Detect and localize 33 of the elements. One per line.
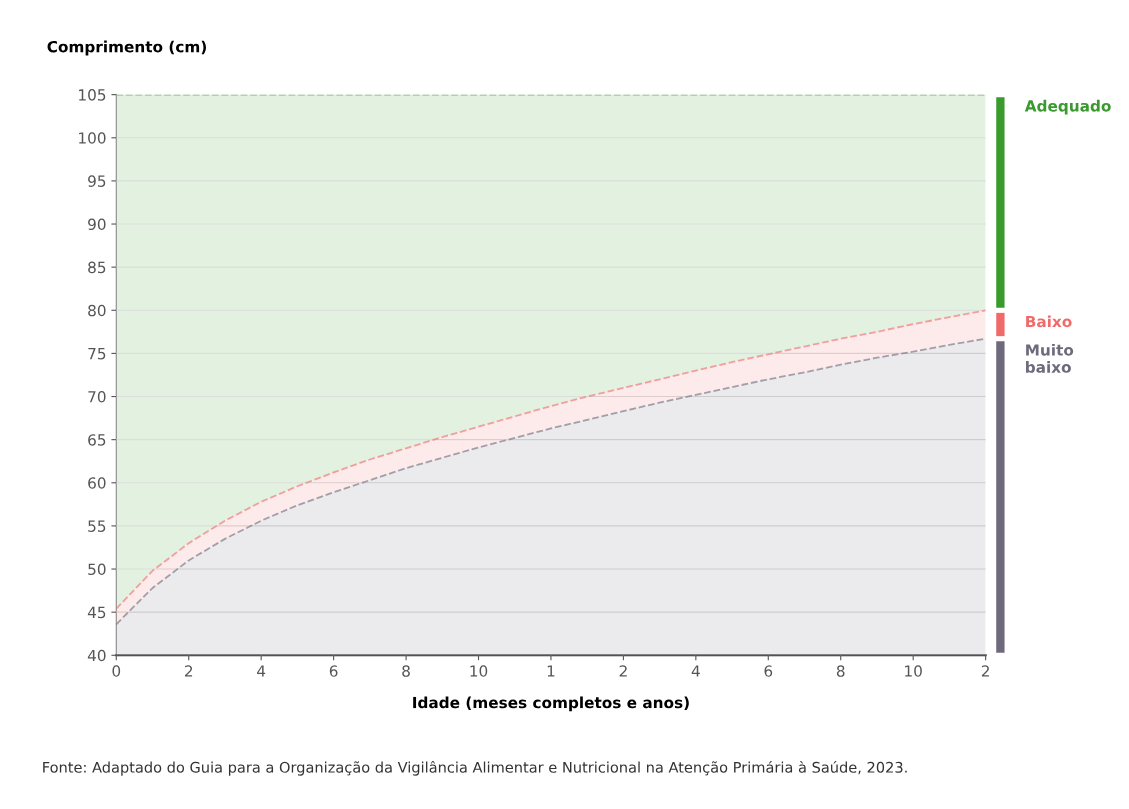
y-tick-label: 45 (87, 606, 106, 619)
source-note: Fonte: Adaptado do Guia para a Organização da Vigilância Alimentar e Nutricional na Atenção Primária à Saúde, 2023. (43, 760, 907, 776)
x-tick-label: 2 (184, 665, 193, 677)
y-tick-label: 40 (87, 649, 106, 662)
y-tick-label: 75 (88, 348, 106, 360)
text: Adequado (1024, 99, 1111, 115)
y-tick-label: 50 (88, 563, 106, 576)
x-tick-label: 8 (402, 665, 410, 677)
y-tick-label: 55 (88, 520, 106, 532)
x-tick-label: 10 (470, 665, 488, 677)
x-tick-label: 8 (836, 665, 845, 677)
y-tick-label: 95 (88, 175, 106, 187)
text: Muito baixo (1026, 343, 1074, 373)
x-tick-label: 4 (691, 665, 700, 677)
y-tick-label: 60 (88, 477, 106, 489)
y-tick-label: 80 (88, 304, 106, 317)
x-tick-label: 6 (329, 665, 338, 677)
x-tick-label: 4 (257, 665, 266, 677)
x-tick-label: 10 (905, 665, 922, 677)
x-tick-label: 6 (764, 665, 773, 677)
x-tick-label: 2 (619, 665, 627, 677)
y-tick-label: 85 (88, 261, 106, 274)
x-tick-label: 1 (547, 665, 555, 677)
x-tick-label: 2 (981, 665, 989, 677)
y-tick-label: 70 (88, 391, 106, 403)
y-tick-label: 65 (88, 434, 106, 446)
y-axis-title: Comprimento (cm) (47, 40, 206, 56)
x-tick-label: 0 (112, 665, 121, 677)
y-tick-label: 105 (79, 89, 106, 101)
y-tick-label: 90 (88, 218, 106, 231)
legend-label: Baixo (1026, 315, 1072, 328)
y-tick-label: 100 (79, 132, 106, 144)
x-axis-title: Idade (meses completos e anos) (413, 696, 689, 712)
